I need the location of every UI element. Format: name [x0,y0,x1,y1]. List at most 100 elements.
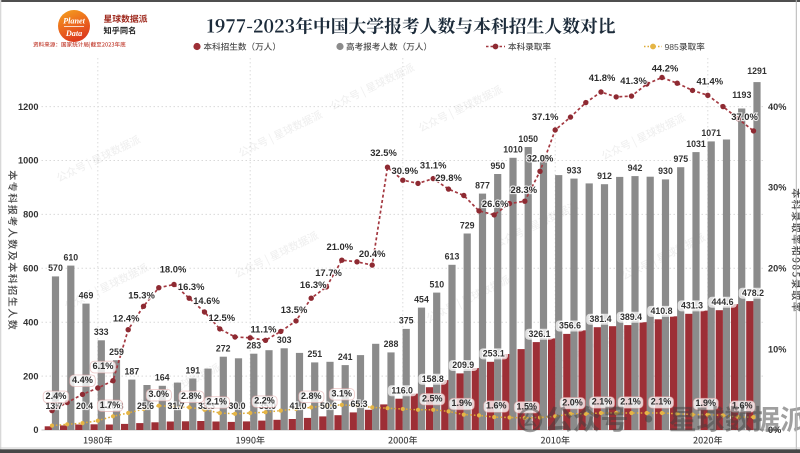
svg-text:40%: 40% [768,102,786,112]
svg-text:283: 283 [246,341,261,351]
svg-text:478.2: 478.2 [742,288,764,298]
svg-text:41.3%: 41.3% [620,75,647,86]
svg-text:251: 251 [307,349,322,359]
svg-text:1200: 1200 [18,102,38,112]
svg-text:2.8%: 2.8% [181,391,202,401]
svg-text:164: 164 [155,373,170,383]
svg-text:1010: 1010 [503,145,523,155]
svg-text:510: 510 [429,279,444,289]
svg-text:20.4%: 20.4% [359,248,386,259]
svg-text:20%: 20% [768,264,786,274]
svg-text:30%: 30% [768,183,786,193]
svg-text:933: 933 [567,165,582,175]
svg-text:Data: Data [65,29,82,38]
svg-text:65.3: 65.3 [350,399,367,409]
svg-text:32.5%: 32.5% [370,147,397,158]
svg-text:2.0%: 2.0% [562,397,583,407]
svg-text:1193: 1193 [732,90,751,100]
svg-text:975: 975 [673,154,688,164]
svg-text:21.0%: 21.0% [327,241,354,252]
svg-text:28.3%: 28.3% [511,184,538,195]
svg-text:44.2%: 44.2% [652,63,679,74]
svg-text:600: 600 [23,264,38,274]
svg-text:2.1%: 2.1% [651,397,672,407]
svg-text:12.4%: 12.4% [113,313,140,324]
svg-text:610: 610 [63,252,78,262]
svg-text:253.1: 253.1 [483,349,505,359]
svg-text:1.5%: 1.5% [517,401,538,411]
svg-text:800: 800 [23,210,38,220]
svg-text:912: 912 [597,171,612,181]
svg-text:191: 191 [185,365,200,375]
svg-text:444.6: 444.6 [711,297,733,307]
svg-text:2.5%: 2.5% [422,393,443,403]
svg-text:259: 259 [109,347,124,357]
svg-text:1.9%: 1.9% [696,398,717,408]
svg-text:1.6%: 1.6% [732,401,753,411]
svg-text:12.5%: 12.5% [209,312,236,323]
svg-text:288: 288 [384,339,399,349]
svg-text:2.4%: 2.4% [46,391,67,401]
svg-text:2.1%: 2.1% [207,397,228,407]
svg-text:31.1%: 31.1% [420,160,447,171]
svg-text:613: 613 [445,252,460,262]
svg-text:356.6: 356.6 [559,321,581,331]
svg-text:1.6%: 1.6% [486,401,507,411]
svg-text:2.8%: 2.8% [301,391,322,401]
svg-text:16.3%: 16.3% [300,279,327,290]
svg-text:41.4%: 41.4% [697,75,724,86]
svg-text:25.6: 25.6 [137,401,154,411]
svg-text:209.9: 209.9 [452,360,474,370]
svg-text:158.8: 158.8 [422,374,444,384]
svg-text:Planet: Planet [63,17,86,26]
svg-text:31.7: 31.7 [167,401,184,411]
svg-text:2.2%: 2.2% [254,396,275,406]
svg-text:570: 570 [48,263,63,273]
svg-text:50.6: 50.6 [320,401,337,411]
svg-text:375: 375 [399,316,414,326]
svg-text:18.0%: 18.0% [160,264,187,275]
svg-text:985: 985 [665,42,680,52]
svg-text:3.0%: 3.0% [149,389,170,399]
svg-text:942: 942 [628,163,643,173]
svg-text:15.3%: 15.3% [128,289,155,300]
svg-text:400: 400 [23,317,38,327]
svg-text:333: 333 [94,327,109,337]
svg-text:11.1%: 11.1% [250,323,277,334]
svg-text:16.3%: 16.3% [178,281,205,292]
svg-text:950: 950 [490,161,505,171]
svg-text:14.6%: 14.6% [193,295,220,306]
svg-text:13.5%: 13.5% [281,304,308,315]
svg-text:410.8: 410.8 [650,306,672,316]
svg-text:32.0%: 32.0% [527,152,554,163]
svg-text:241: 241 [338,352,353,362]
svg-text:37.1%: 37.1% [532,111,559,122]
svg-text:26.6%: 26.6% [482,198,509,209]
svg-text:37.0%: 37.0% [731,111,758,122]
svg-text:6.1%: 6.1% [93,361,114,371]
svg-text:877: 877 [475,180,490,190]
svg-text:469: 469 [79,290,94,300]
svg-text:20.4: 20.4 [76,401,93,411]
svg-text:1.7%: 1.7% [100,400,121,410]
svg-text:1000: 1000 [18,156,38,166]
svg-text:1050: 1050 [518,134,538,144]
svg-text:1031: 1031 [686,139,706,149]
svg-text:200: 200 [23,371,38,381]
svg-text:1071: 1071 [701,128,721,138]
svg-text:431.3: 431.3 [681,301,703,311]
svg-text:30.0: 30.0 [228,401,245,411]
svg-text:326.1: 326.1 [528,329,550,339]
svg-text:116.0: 116.0 [391,386,413,396]
svg-text:17.7%: 17.7% [315,267,342,278]
svg-text:1.9%: 1.9% [452,398,473,408]
svg-text:272: 272 [216,344,231,354]
svg-text:10%: 10% [768,344,786,354]
svg-text:2.1%: 2.1% [620,397,641,407]
svg-text:29.8%: 29.8% [435,172,462,183]
svg-text:3.1%: 3.1% [332,388,353,398]
svg-text:729: 729 [460,220,475,230]
svg-text:4.4%: 4.4% [72,375,93,385]
svg-text:389.4: 389.4 [620,312,642,322]
svg-text:2.1%: 2.1% [592,397,613,407]
